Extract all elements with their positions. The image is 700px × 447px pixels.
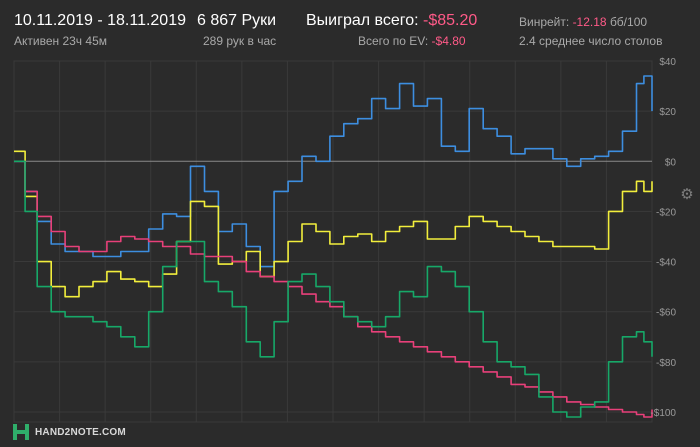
hand2note-logo-icon <box>13 424 29 440</box>
series-line-green <box>14 160 653 418</box>
ev-total-label: Всего по EV: <box>358 34 429 48</box>
average-tables: 2.4 среднее число столов <box>519 34 663 48</box>
y-tick-label: $20 <box>659 107 676 118</box>
hand2note-logo: HAND2NOTE.COM <box>12 423 126 441</box>
winrate-unit: бб/100 <box>609 15 648 29</box>
hands-per-hour: 289 рук в час <box>203 34 277 48</box>
winrate-value: -12.18 <box>572 15 607 29</box>
stats-header: 10.11.2019 - 18.11.2019 Активен 23ч 45м … <box>0 0 700 58</box>
y-tick-label: $0 <box>665 157 677 168</box>
ev-total: Всего по EV: -$4.80 <box>358 34 466 48</box>
active-time: Активен 23ч 45м <box>14 34 107 48</box>
y-tick-label: -$20 <box>656 207 676 218</box>
total-won: Выиграл всего: -$85.20 <box>306 12 477 30</box>
hands-count: 6 867 Руки <box>197 12 277 29</box>
winrate: Винрейт: -12.18 бб/100 <box>519 15 647 29</box>
y-tick-label: -$100 <box>650 408 676 419</box>
y-tick-label: -$60 <box>656 308 676 319</box>
total-won-label: Выиграл всего: <box>306 12 419 29</box>
date-range: 10.11.2019 - 18.11.2019 <box>14 12 186 29</box>
total-won-value: -$85.20 <box>423 12 478 29</box>
chart-series <box>14 75 653 418</box>
y-tick-label: -$40 <box>656 258 676 269</box>
y-tick-label: $40 <box>659 57 676 68</box>
winrate-label: Винрейт: <box>519 15 570 29</box>
series-line-blue <box>14 75 653 268</box>
series-line-yellow <box>14 150 653 298</box>
y-tick-label: -$80 <box>656 358 676 369</box>
brand-name: HAND2NOTE.COM <box>35 426 126 438</box>
ev-total-value: -$4.80 <box>431 34 466 48</box>
y-axis-ticks: $40 $20 $0 -$20 -$40 -$60 -$80 -$100 <box>650 57 676 419</box>
gear-icon[interactable]: ⚙ <box>680 186 694 203</box>
